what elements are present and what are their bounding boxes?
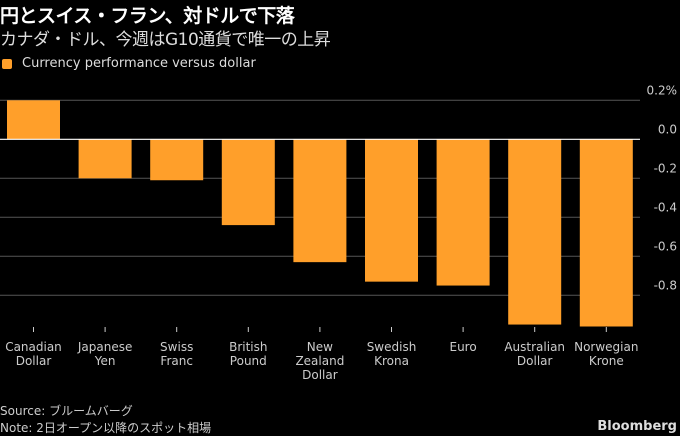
bar	[293, 139, 347, 263]
x-tick-label: Canadian	[5, 340, 62, 354]
x-tick-label: Norwegian	[574, 340, 638, 354]
bar	[508, 139, 562, 325]
x-tick-label: Dollar	[517, 354, 553, 368]
x-tick-label: Yen	[94, 354, 116, 368]
legend-label: Currency performance versus dollar	[22, 56, 256, 71]
bar	[7, 100, 60, 140]
bar	[365, 139, 418, 282]
x-tick-label: Krona	[374, 354, 409, 368]
bar	[436, 139, 490, 286]
x-tick-label: British	[229, 340, 267, 354]
y-tick-label: 0.0	[658, 122, 677, 136]
y-tick-label: -0.4	[654, 200, 677, 214]
y-tick-label: -0.8	[654, 278, 677, 292]
bar	[579, 139, 633, 327]
y-tick-label: -0.2	[654, 161, 677, 175]
y-tick-label: -0.6	[654, 239, 677, 253]
x-tick-label: Pound	[230, 354, 267, 368]
x-tick-label: Swiss	[160, 340, 193, 354]
x-tick-label: Australian	[504, 340, 565, 354]
x-tick-label: New	[307, 340, 333, 354]
x-tick-label: Dollar	[302, 368, 338, 382]
x-tick-label: Japanese	[77, 340, 133, 354]
footnote: Note: 2日オープン以降のスポット相場	[0, 421, 212, 435]
bar	[150, 139, 204, 181]
bar	[78, 139, 132, 179]
chart-subtitle: カナダ・ドル、今週はG10通貨で唯一の上昇	[0, 30, 331, 50]
x-tick-label: Zealand	[295, 354, 344, 368]
legend: Currency performance versus dollar	[2, 56, 256, 71]
x-tick-label: Swedish	[367, 340, 417, 354]
x-tick-label: Dollar	[16, 354, 52, 368]
chart-title: 円とスイス・フラン、対ドルで下落	[0, 5, 295, 27]
x-tick-label: Krone	[589, 354, 624, 368]
bloomberg-logo: Bloomberg	[597, 419, 677, 434]
bar	[221, 139, 275, 226]
x-tick-label: Euro	[449, 340, 476, 354]
legend-swatch	[2, 58, 12, 69]
x-tick-label: Franc	[160, 354, 193, 368]
source-note: Source: ブルームバーグ	[0, 404, 133, 418]
y-tick-label: 0.2%	[647, 83, 678, 97]
